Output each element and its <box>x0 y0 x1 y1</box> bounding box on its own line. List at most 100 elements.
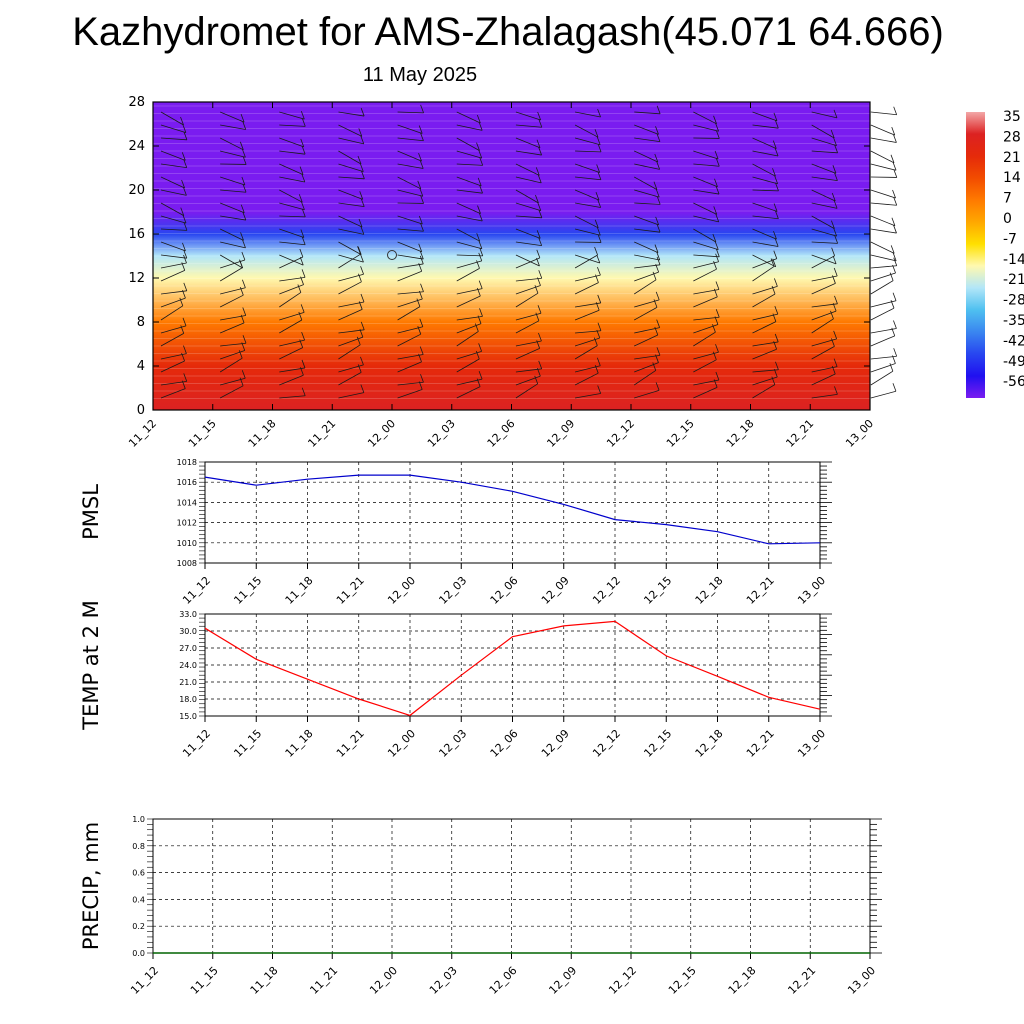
wind-barb <box>397 361 422 373</box>
wind-barb-flag <box>418 125 423 134</box>
x-tick-label: 12_06 <box>487 964 520 997</box>
wind-barb-flag <box>476 233 481 242</box>
wind-barb <box>397 241 422 253</box>
wind-barb-flag <box>656 347 661 356</box>
wind-barb-flag <box>597 108 601 118</box>
wind-barb <box>870 390 897 399</box>
wind-barb-flag <box>889 363 894 372</box>
wind-barb <box>870 280 894 295</box>
wind-barb-flag <box>240 232 244 241</box>
wind-barb-flag <box>713 115 717 124</box>
wind-barb-flag <box>713 288 718 297</box>
wind-barb <box>752 258 777 269</box>
wind-barb <box>634 163 660 170</box>
wind-barb-flag <box>478 280 483 289</box>
x-tick-label: 12_12 <box>590 727 623 760</box>
wind-barb-flag <box>597 294 602 304</box>
wind-barb-flag <box>715 130 720 139</box>
wind-barb <box>338 215 363 228</box>
y-tick-label: 30.0 <box>179 627 197 636</box>
wind-barb <box>279 347 303 360</box>
wind-barb-flag <box>655 263 660 273</box>
wind-barb <box>338 372 362 386</box>
y-tick-label: 33.0 <box>179 610 197 619</box>
wind-barb-flag <box>419 346 424 355</box>
wind-barb-flag <box>537 174 542 183</box>
colorbar-label: -35 <box>1003 313 1024 329</box>
wind-barb-flag <box>774 175 779 184</box>
wind-barb <box>574 345 598 360</box>
wind-barb <box>575 176 601 181</box>
wind-barb <box>220 176 246 186</box>
wind-barb <box>574 254 598 269</box>
wind-barb <box>515 277 542 282</box>
wind-barb-flag <box>418 215 423 225</box>
wind-barb-flag <box>419 250 424 260</box>
wind-barb-flag <box>654 326 659 336</box>
wind-barb <box>219 385 244 399</box>
wind-barb-flag <box>655 126 659 135</box>
x-tick-label: 12_09 <box>539 574 572 607</box>
wind-barb <box>456 260 482 269</box>
x-tick-label: 12_06 <box>488 574 521 607</box>
wind-barb-flag <box>715 253 719 262</box>
wind-barb-flag <box>360 254 364 263</box>
wind-barb <box>574 163 600 173</box>
wind-barb <box>752 150 779 157</box>
x-tick-label: 11_21 <box>334 574 367 607</box>
wind-barb <box>752 189 779 192</box>
wind-barb <box>811 393 838 399</box>
wind-barb <box>279 254 304 266</box>
wind-barb <box>811 338 837 347</box>
wind-barb-flag <box>301 236 306 245</box>
wind-barb <box>752 293 776 308</box>
chart-date: 11 May 2025 <box>362 64 478 86</box>
wind-barb-flag <box>476 114 481 124</box>
wind-barb-flag <box>182 317 187 326</box>
wind-barb <box>574 372 599 386</box>
wind-barb-flag <box>656 224 661 233</box>
wind-barb-flag <box>538 270 543 279</box>
wind-barb <box>752 321 777 334</box>
wind-barb <box>574 282 599 295</box>
wind-barb <box>160 388 186 399</box>
wind-barb-flag <box>242 156 247 165</box>
wind-barb <box>456 215 483 222</box>
wind-barb <box>279 284 304 295</box>
wind-barb-flag <box>537 305 542 314</box>
wind-barb <box>693 111 717 125</box>
x-tick-label: 12_03 <box>436 727 469 760</box>
y-tick-label: 1008 <box>177 559 197 568</box>
wind-barb <box>515 285 541 295</box>
wind-barb <box>456 323 482 334</box>
wind-barb-flag <box>181 152 186 161</box>
wind-barb <box>279 150 306 155</box>
wind-barb-flag <box>593 337 598 346</box>
temp-2m-panel: 15.0 18.0 21.0 24.0 27.0 30.0 33.0 11_12 11_15 11… <box>79 600 832 760</box>
wind-barb <box>575 150 602 153</box>
wind-barb-flag <box>416 298 421 307</box>
colorbar-label: 0 <box>1003 211 1012 227</box>
wind-barb-flag <box>774 238 779 247</box>
wind-barb-flag <box>714 178 718 187</box>
wind-barb <box>574 309 600 321</box>
wind-barb-flag <box>180 207 185 216</box>
wind-barb <box>397 163 424 169</box>
wind-barb-flag <box>360 198 365 207</box>
x-tick-label: 13_00 <box>795 727 828 760</box>
wind-barb <box>338 176 365 180</box>
wind-barb-flag <box>419 255 424 265</box>
wind-barb-flag <box>357 246 362 255</box>
wind-barb-flag <box>830 310 834 319</box>
wind-barb <box>456 228 480 242</box>
wind-barb <box>870 355 897 360</box>
wind-barb-flag <box>478 343 483 352</box>
wind-barb <box>693 254 720 258</box>
wind-barb-flag <box>773 231 777 240</box>
wind-barb-flag <box>239 377 244 386</box>
wind-barb <box>397 306 421 321</box>
wind-barb-flag <box>300 367 304 376</box>
wind-barb <box>456 331 479 347</box>
wind-barb-flag <box>655 354 659 363</box>
wind-barb <box>811 254 837 265</box>
